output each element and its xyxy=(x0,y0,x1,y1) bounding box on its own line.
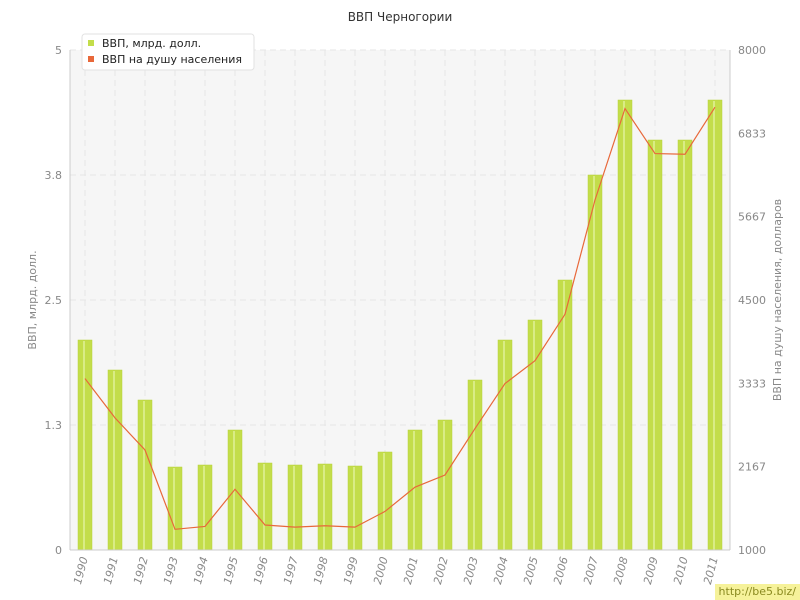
legend: ВВП, млрд. долл. ВВП на душу населения xyxy=(81,33,255,71)
x-tick-label: 1993 xyxy=(161,555,181,585)
bar-highlight xyxy=(713,101,715,550)
x-tick-label: 2008 xyxy=(611,555,631,585)
bar-highlight xyxy=(383,453,385,550)
bar-highlight xyxy=(83,341,85,550)
x-tick-label: 2009 xyxy=(641,555,661,585)
x-tick-label: 1999 xyxy=(341,555,361,585)
left-axis-ticks: 0 1.3 2.5 3.8 5 xyxy=(45,44,63,557)
x-tick-label: 1995 xyxy=(221,555,241,585)
bar-highlight xyxy=(323,465,325,550)
x-tick-label: 2010 xyxy=(671,555,691,585)
legend-box xyxy=(81,33,255,71)
right-axis-ticks: 1000 2167 3333 4500 5667 6833 8000 xyxy=(738,44,766,557)
left-axis-title: ВВП, млрд. долл. xyxy=(26,250,39,349)
left-tick-label: 1.3 xyxy=(45,419,63,432)
x-tick-label: 1991 xyxy=(101,555,121,585)
gdp-per-capita-line xyxy=(84,106,716,530)
bar-highlight xyxy=(443,421,445,550)
bar-highlight xyxy=(113,371,115,550)
left-tick-label: 2.5 xyxy=(45,294,63,307)
bar-highlight xyxy=(473,381,475,550)
x-tick-label: 2004 xyxy=(491,555,511,585)
bar-highlight xyxy=(143,401,145,550)
x-tick-label: 1996 xyxy=(251,555,271,585)
right-tick-label: 6833 xyxy=(738,127,766,140)
x-tick-label: 1992 xyxy=(131,555,151,585)
x-tick-label: 2003 xyxy=(461,555,481,585)
legend-swatch-gdp-per-capita xyxy=(88,56,94,62)
x-tick-label: 2011 xyxy=(701,555,721,585)
left-tick-label: 3.8 xyxy=(45,169,63,182)
x-tick-label: 2007 xyxy=(581,555,601,585)
bar-highlight xyxy=(173,468,175,550)
right-tick-label: 4500 xyxy=(738,294,766,307)
x-tick-label: 1997 xyxy=(281,555,301,585)
bar-highlight xyxy=(353,467,355,550)
axes xyxy=(69,50,731,551)
watermark-link[interactable]: http://be5.biz/ xyxy=(714,584,800,600)
chart-title: ВВП Черногории xyxy=(348,10,453,24)
bar-highlight xyxy=(683,141,685,550)
x-tick-label: 2001 xyxy=(401,555,421,585)
bar-highlight xyxy=(653,141,655,550)
x-tick-label: 2002 xyxy=(431,555,451,585)
bar-highlight xyxy=(593,176,595,550)
legend-label-gdp-per-capita: ВВП на душу населения xyxy=(102,53,242,66)
x-tick-label: 1990 xyxy=(71,555,91,585)
bar-highlight xyxy=(623,101,625,550)
right-tick-label: 5667 xyxy=(738,211,766,224)
grid-lines xyxy=(70,49,730,550)
bar-highlight xyxy=(293,466,295,550)
bar-highlight xyxy=(563,281,565,550)
bar-highlight xyxy=(503,341,505,550)
bar-highlight xyxy=(263,464,265,550)
left-tick-label: 5 xyxy=(55,44,62,57)
right-axis-title: ВВП на душу населения, долларов xyxy=(771,199,784,401)
x-tick-label: 1998 xyxy=(311,555,331,585)
right-tick-label: 8000 xyxy=(738,44,766,57)
x-tick-label: 1994 xyxy=(191,555,211,585)
right-tick-label: 3333 xyxy=(738,377,766,390)
bar-highlight xyxy=(533,321,535,550)
bar-highlight xyxy=(413,431,415,550)
bar-series xyxy=(77,99,723,551)
bar-highlight xyxy=(203,466,205,550)
legend-swatch-gdp xyxy=(88,40,94,46)
x-tick-label: 2005 xyxy=(521,555,541,585)
x-axis-ticks: 1990 1991 1992 1993 1994 1995 1996 1997 1998 1999… xyxy=(71,555,721,585)
right-tick-label: 2167 xyxy=(738,461,766,474)
left-tick-label: 0 xyxy=(55,544,62,557)
right-tick-label: 1000 xyxy=(738,544,766,557)
legend-label-gdp: ВВП, млрд. долл. xyxy=(102,37,201,50)
x-tick-label: 2000 xyxy=(371,555,391,585)
x-tick-label: 2006 xyxy=(551,555,571,585)
